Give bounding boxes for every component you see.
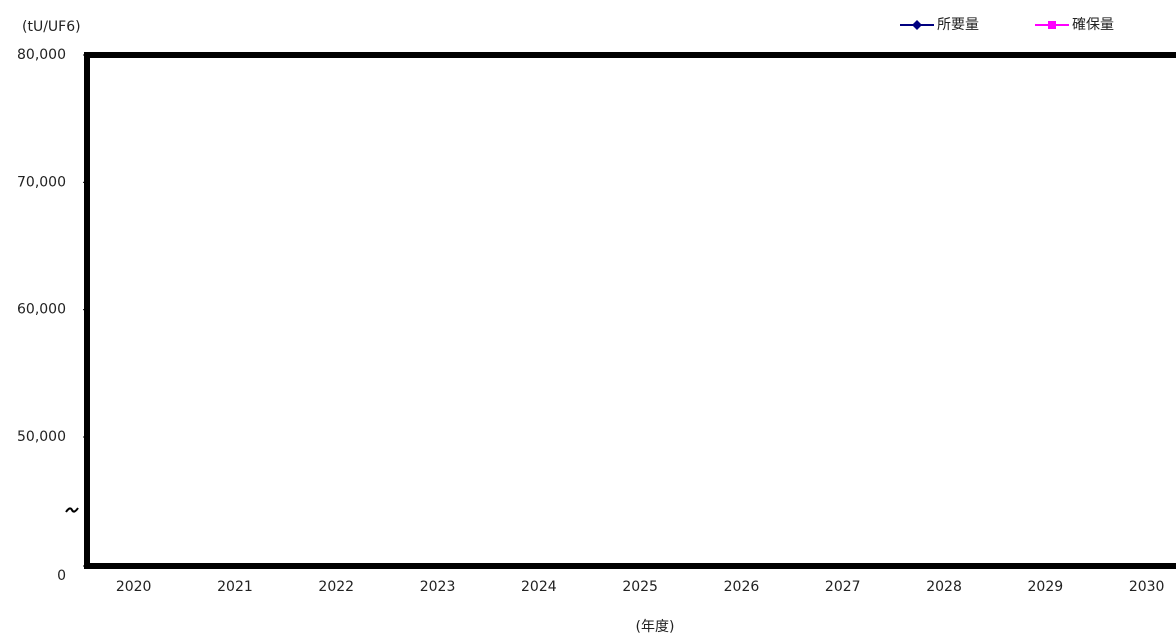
y-tick-label: 80,000 [17,47,66,63]
x-tick-label: 2023 [420,579,456,595]
y-tick-label: 60,000 [17,302,66,318]
x-tick-label: 2020 [116,579,152,595]
legend-label: 確保量 [1072,17,1114,33]
x-tick-label: 2025 [622,579,658,595]
legend-marker [1048,21,1056,29]
y-tick-label: 0 [57,568,66,584]
x-tick-label: 2029 [1028,579,1064,595]
x-axis-label: (年度) [636,619,675,635]
x-tick-label: 2026 [724,579,760,595]
legend-label: 所要量 [937,17,979,33]
plot-frame [84,52,1176,569]
axis-break [65,507,79,513]
x-tick-label: 2024 [521,579,557,595]
x-tick-label: 2022 [318,579,354,595]
y-tick-label: 50,000 [17,429,66,445]
x-tick-label: 2030 [1129,579,1165,595]
x-tick-label: 2027 [825,579,861,595]
x-tick-label: 2021 [217,579,253,595]
legend-marker [912,20,922,30]
y-tick-label: 70,000 [17,174,66,190]
y-axis-label: (tU/UF6) [22,19,81,35]
x-tick-label: 2028 [926,579,962,595]
